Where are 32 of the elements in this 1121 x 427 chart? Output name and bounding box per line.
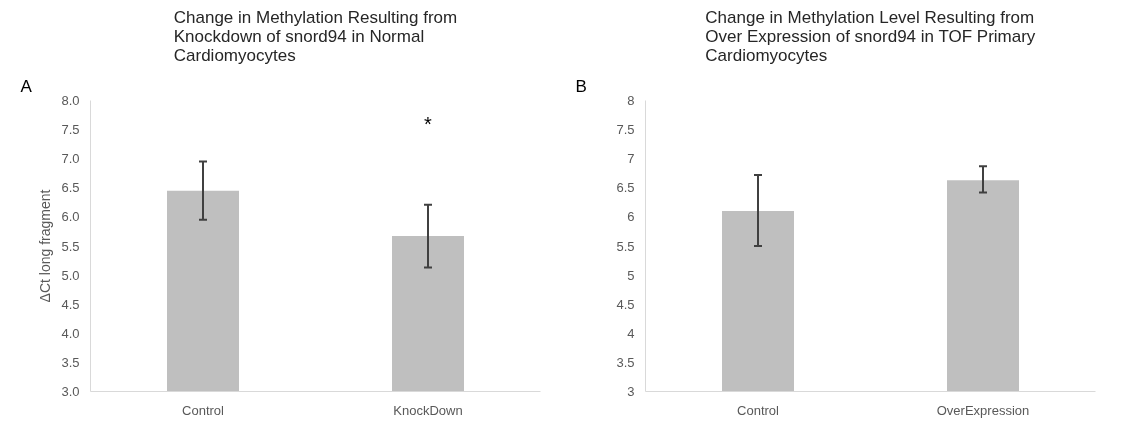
text: A	[20, 76, 33, 96]
y-tick-label: 7.5	[61, 122, 80, 138]
y-tick-label: 3.5	[61, 354, 80, 370]
y-tick-label: 3.0	[61, 384, 80, 399]
y-tick-label: 7.0	[61, 151, 80, 167]
y-tick-label: 4.5	[61, 296, 80, 312]
y-axis-title: ΔCt long fragment	[37, 189, 54, 303]
x-tick-label: KnockDown	[393, 402, 463, 418]
text: B	[575, 76, 587, 96]
y-tick-label: 4	[627, 325, 635, 341]
y-tick-label: 6.0	[61, 209, 80, 225]
y-tick-label: 3.5	[616, 354, 635, 370]
chart-title: Change in Methylation Resulting from Knockdown of snord94 in Normal Cardiomyocytes	[173, 7, 458, 65]
annotation: *	[424, 112, 433, 135]
y-tick-label: 8	[627, 93, 635, 108]
x-tick-label: OverExpression	[936, 402, 1030, 418]
chart-title: Change in Methylation Level Resulting from Over Expression of snord94 in TOF Primary Cardiomyocytes	[705, 7, 1036, 65]
y-tick-label: 5.0	[61, 267, 80, 283]
y-tick-label: 8.0	[61, 93, 80, 108]
y-tick-label: 5	[627, 267, 635, 283]
y-tick-label: 6	[627, 209, 635, 225]
y-tick-label: 7.5	[616, 122, 635, 138]
x-tick-label: Control	[737, 402, 780, 418]
y-tick-label: 5.5	[616, 238, 635, 254]
y-tick-label: 4.0	[61, 325, 80, 341]
y-tick-label: 6.5	[616, 180, 635, 196]
y-tick-label: 7	[627, 151, 635, 167]
y-tick-label: 3	[627, 384, 635, 399]
x-tick-label: Control	[182, 402, 225, 418]
y-tick-label: 5.5	[61, 238, 80, 254]
y-tick-label: 4.5	[616, 296, 635, 312]
y-tick-label: 6.5	[61, 180, 80, 196]
